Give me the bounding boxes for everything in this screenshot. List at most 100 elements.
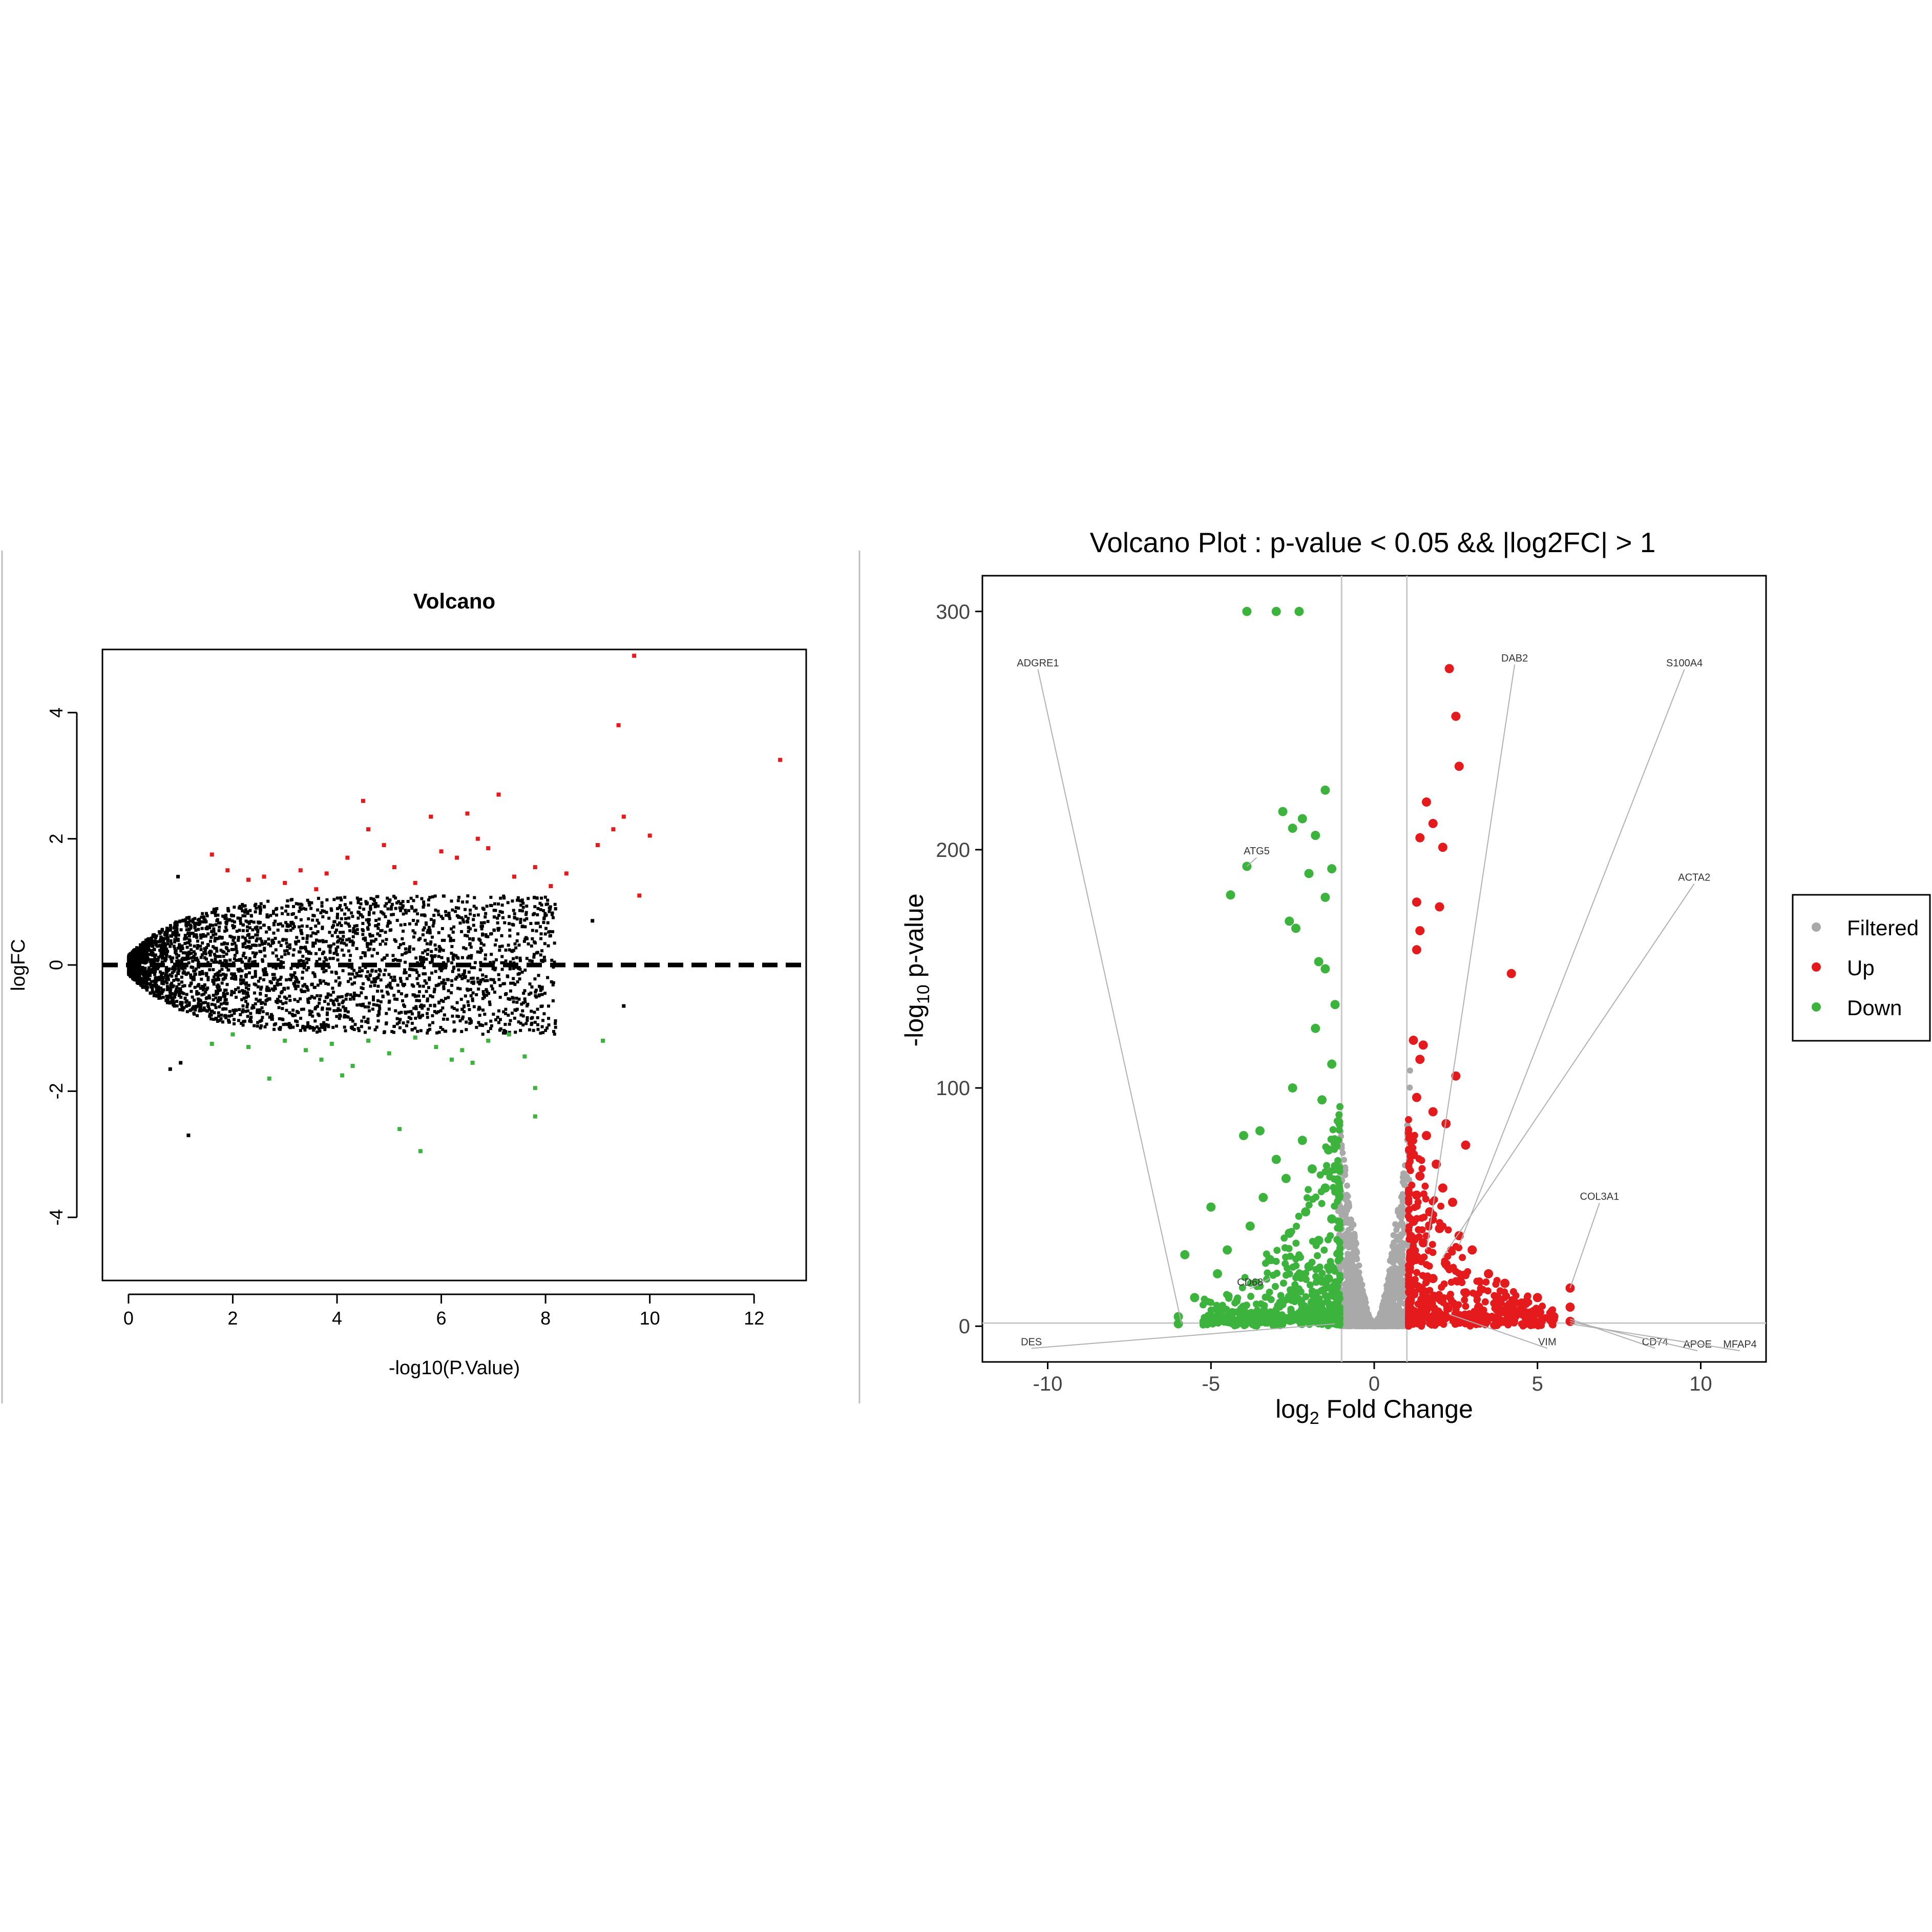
right-point-filtered — [1362, 1309, 1369, 1316]
left-point-nonsignificant — [203, 947, 206, 951]
left-point-nonsignificant — [270, 1014, 274, 1018]
left-point-nonsignificant — [180, 975, 183, 979]
left-point-nonsignificant — [532, 1028, 535, 1032]
left-point-nonsignificant — [405, 977, 409, 980]
left-point-nonsignificant — [516, 898, 519, 902]
left-point-nonsignificant — [254, 933, 258, 937]
left-point-nonsignificant — [342, 1005, 345, 1009]
left-point-nonsignificant — [332, 1003, 336, 1006]
left-point-nonsignificant — [368, 1026, 371, 1030]
left-point-nonsignificant — [427, 1007, 430, 1011]
left-point-nonsignificant — [279, 943, 283, 947]
left-point-nonsignificant — [502, 1031, 506, 1035]
left-point-nonsignificant — [155, 994, 159, 998]
left-point-nonsignificant — [291, 1009, 295, 1012]
left-point-nonsignificant — [182, 958, 185, 961]
left-point-nonsignificant — [182, 992, 185, 995]
left-point-nonsignificant — [321, 909, 324, 913]
left-point-nonsignificant — [189, 932, 193, 935]
left-point-nonsignificant — [440, 938, 444, 942]
left-point-nonsignificant — [511, 899, 514, 903]
left-point-nonsignificant — [283, 995, 286, 999]
left-point-nonsignificant — [168, 1001, 172, 1004]
left-point-nonsignificant — [427, 898, 431, 901]
left-point-nonsignificant — [524, 936, 528, 939]
left-point-nonsignificant — [462, 1005, 466, 1009]
left-point-nonsignificant — [184, 921, 188, 925]
left-point-nonsignificant — [215, 949, 219, 953]
right-point-up — [1452, 1277, 1460, 1285]
left-point-nonsignificant — [540, 985, 544, 989]
left-point-nonsignificant — [442, 1000, 445, 1003]
left-point-nonsignificant — [530, 1017, 533, 1020]
left-point-nonsignificant — [172, 1003, 175, 1006]
left-point-nonsignificant — [307, 958, 311, 961]
left-point-nonsignificant — [392, 1031, 395, 1034]
left-point-nonsignificant — [165, 973, 169, 977]
left-point-nonsignificant — [408, 950, 411, 953]
left-point-nonsignificant — [194, 929, 198, 932]
left-point-nonsignificant — [440, 967, 444, 971]
left-point-nonsignificant — [344, 994, 348, 997]
left-point-nonsignificant — [323, 1028, 327, 1032]
left-point-nonsignificant — [262, 948, 266, 952]
left-point-nonsignificant — [259, 902, 263, 906]
right-point-up — [1482, 1278, 1490, 1286]
left-point-nonsignificant — [291, 953, 295, 957]
left-point-nonsignificant — [167, 928, 171, 932]
left-point-nonsignificant — [490, 984, 493, 988]
left-point-nonsignificant — [397, 990, 401, 993]
left-point-nonsignificant — [212, 933, 215, 937]
left-point-nonsignificant — [185, 1010, 189, 1014]
left-point-nonsignificant — [335, 1015, 339, 1018]
right-point-filtered — [1356, 1286, 1363, 1293]
left-point-nonsignificant — [428, 1023, 431, 1027]
left-point-nonsignificant — [173, 995, 177, 999]
right-point-up — [1462, 1303, 1469, 1310]
left-point-nonsignificant — [193, 917, 197, 920]
left-point-nonsignificant — [447, 959, 450, 963]
left-point-nonsignificant — [188, 1009, 192, 1012]
right-point-filtered — [1346, 1200, 1352, 1206]
left-point-nonsignificant — [213, 939, 217, 943]
left-point-nonsignificant — [349, 1018, 352, 1021]
left-point-nonsignificant — [297, 980, 300, 984]
left-y-tick-label: -2 — [46, 1083, 67, 1099]
left-point-nonsignificant — [517, 1020, 520, 1024]
left-point-nonsignificant — [411, 929, 415, 933]
left-point-nonsignificant — [308, 997, 312, 1000]
left-point-nonsignificant — [340, 923, 343, 927]
left-point-down — [470, 1060, 475, 1065]
left-point-nonsignificant — [257, 999, 260, 1003]
left-point-nonsignificant — [480, 949, 484, 952]
left-point-nonsignificant — [366, 970, 370, 974]
left-point-nonsignificant — [361, 969, 364, 973]
left-point-nonsignificant — [317, 1027, 321, 1031]
left-point-nonsignificant — [226, 907, 230, 910]
left-point-nonsignificant — [323, 1025, 327, 1029]
left-point-nonsignificant — [331, 986, 334, 990]
left-point-nonsignificant — [460, 956, 464, 959]
left-point-nonsignificant — [220, 936, 224, 940]
left-point-nonsignificant — [253, 961, 257, 964]
left-point-nonsignificant — [144, 986, 148, 990]
left-point-nonsignificant — [372, 998, 375, 1002]
left-point-nonsignificant — [521, 1023, 525, 1027]
left-point-nonsignificant — [485, 905, 489, 908]
left-point-nonsignificant — [521, 1001, 525, 1004]
left-point-nonsignificant — [512, 996, 515, 1000]
left-point-nonsignificant — [169, 944, 172, 948]
right-point-filtered — [1392, 1221, 1399, 1228]
left-point-nonsignificant — [179, 946, 182, 950]
left-point-nonsignificant — [133, 948, 137, 952]
left-point-nonsignificant — [320, 1023, 323, 1026]
left-point-nonsignificant — [185, 946, 189, 949]
left-point-nonsignificant — [395, 1022, 399, 1025]
left-point-nonsignificant — [396, 983, 400, 987]
left-point-nonsignificant — [489, 904, 492, 907]
left-point-nonsignificant — [506, 975, 510, 978]
left-point-nonsignificant — [382, 912, 386, 916]
left-point-nonsignificant — [198, 972, 202, 975]
left-point-nonsignificant — [425, 957, 428, 961]
left-point-nonsignificant — [218, 1005, 221, 1009]
